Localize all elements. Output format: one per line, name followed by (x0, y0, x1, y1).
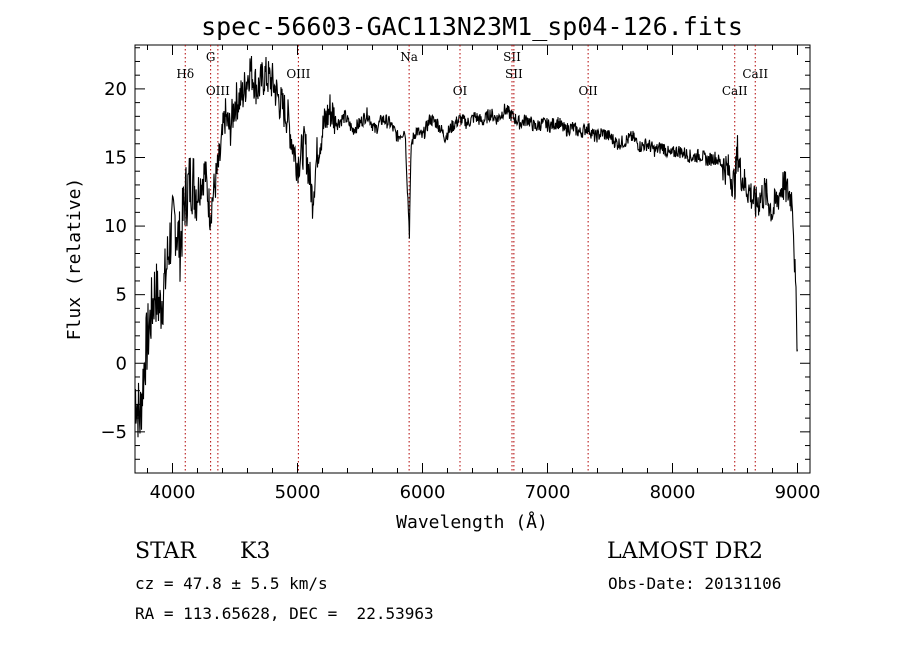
spectral-line-label: OII (578, 84, 598, 98)
x-tick-label: 5000 (275, 482, 321, 503)
spectral-line-label: OIII (206, 84, 230, 98)
spectral-line-label: CaII (742, 67, 768, 81)
x-tick-label: 6000 (400, 482, 446, 503)
x-tick-label: 8000 (650, 482, 696, 503)
y-axis-label: Flux (relative) (64, 178, 85, 341)
spectral-line-label: CaII (722, 84, 748, 98)
spectrum-line (134, 55, 799, 438)
y-tick-label: 20 (104, 79, 127, 100)
y-tick-label: 5 (116, 285, 127, 306)
y-tick-label: 10 (104, 216, 127, 237)
spectral-line-label: G (206, 50, 216, 64)
coordinates: RA = 113.65628, DEC = 22.53963 (135, 604, 434, 623)
y-tick-label: 0 (116, 353, 127, 374)
object-class: STAR (135, 539, 196, 564)
spectral-line-label: OI (453, 84, 468, 98)
y-tick-label: 15 (104, 147, 127, 168)
x-tick-label: 4000 (150, 482, 196, 503)
axis-ticks: 4000 5000 6000 7000 8000 9000 −5 0 5 10 15 20 (100, 45, 820, 503)
redshift-velocity: cz = 47.8 ± 5.5 km/s (135, 574, 328, 593)
observation-date: Obs-Date: 20131106 (608, 574, 782, 593)
x-tick-label: 7000 (525, 482, 571, 503)
spectral-line-label: Na (400, 50, 418, 64)
survey-name: LAMOST DR2 (607, 539, 763, 564)
x-tick-label: 9000 (775, 482, 821, 503)
chart-title: spec-56603-GAC113N23M1_sp04-126.fits (201, 12, 743, 41)
spectral-line-label: OIII (286, 67, 310, 81)
spectral-line-label: SII (503, 50, 521, 64)
object-subclass: K3 (240, 539, 271, 564)
spectral-line-label: SII (505, 67, 523, 81)
spectral-line-label: Hδ (176, 67, 194, 81)
spectral-line-markers: Hδ G OIII OIII Na OI SII SII OII CaII CaII (176, 45, 768, 473)
y-tick-label: −5 (100, 422, 127, 443)
x-axis-label: Wavelength (Å) (396, 511, 548, 533)
